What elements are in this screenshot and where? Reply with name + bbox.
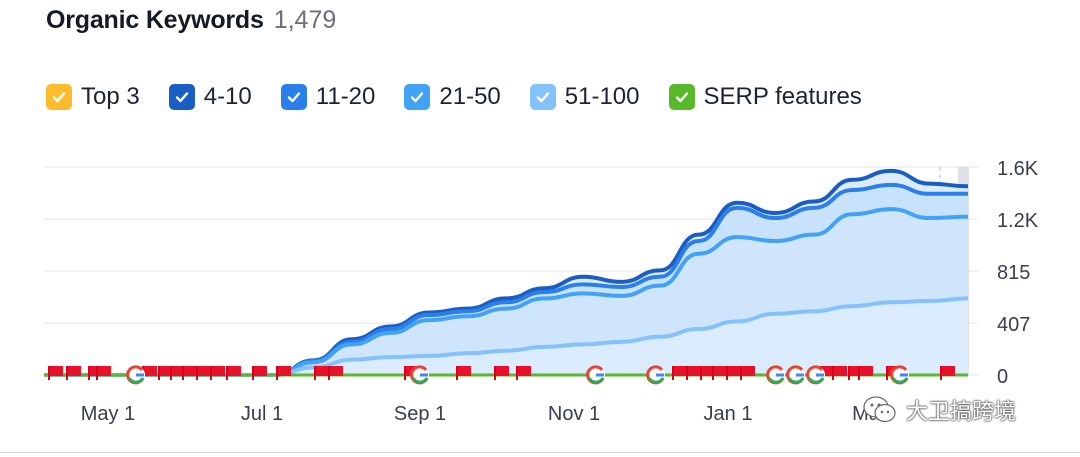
flag-marker-icon [66,366,81,380]
legend-label: 51-100 [564,83,640,110]
checkmark-icon [411,92,424,103]
flag-marker-icon [456,366,471,380]
google-update-icon [890,365,909,385]
x-tick-label: May 1 [81,403,135,425]
legend-item-4-10[interactable]: 4-10 [168,83,252,111]
x-tick-label: Jan 1 [704,403,753,425]
google-update-icon [786,365,805,385]
flag-marker-icon [832,366,847,380]
wechat-logo-icon [863,396,896,423]
flag-marker-icon [328,366,343,380]
flag-marker-icon [210,366,225,380]
legend-checkbox[interactable] [46,84,72,110]
legend-item-top-3[interactable]: Top 3 [46,83,140,111]
y-tick-label: 0 [997,366,1008,388]
y-tick-label: 1.6K [997,158,1039,180]
google-update-icon [410,365,429,385]
google-update-icon [766,365,785,385]
google-update-icon [586,365,605,385]
legend-item-21-50[interactable]: 21-50 [404,83,501,111]
flag-marker-icon [182,366,197,380]
flag-marker-icon [858,366,873,380]
legend-label: SERP features [703,83,862,110]
legend-checkbox[interactable] [280,84,307,110]
flag-marker-icon [158,366,173,380]
legend-checkbox[interactable] [529,84,556,110]
chart-header: Organic Keywords 1,479 [46,6,336,35]
flag-marker-icon [712,366,727,380]
legend-checkbox[interactable] [404,84,431,110]
watermark-text: 大卫搞跨境 [906,400,1017,425]
flag-marker-icon [516,366,531,380]
checkmark-icon [175,92,188,103]
google-update-icon [806,365,825,385]
keyword-count: 1,479 [273,6,337,34]
flag-marker-icon [196,366,211,380]
flag-marker-icon [276,366,291,380]
legend-checkbox[interactable] [168,84,195,110]
y-tick-label: 407 [997,314,1030,336]
flag-marker-icon [494,366,509,380]
flag-marker-icon [672,366,687,380]
flag-marker-icon [314,366,329,380]
legend-label: 21-50 [439,83,501,110]
flag-marker-icon [940,366,955,380]
flag-marker-icon [740,366,755,380]
legend-item-11-20[interactable]: 11-20 [280,83,376,111]
y-tick-label: 1.2K [997,210,1039,232]
legend-checkbox[interactable] [668,84,695,110]
keywords-chart: 0 407 815 1.2K 1.6K May 1 Jul 1 Sep 1 Nov 1 Jan 1… [44,158,1039,425]
legend-label: 11-20 [315,83,376,110]
y-tick-label: 815 [997,262,1030,284]
area-51-100 [44,298,968,375]
chart-title: Organic Keywords [46,6,264,34]
flag-marker-icon [170,366,185,380]
flag-marker-icon [700,366,715,380]
legend: Top 3 4-10 11-20 21-50 51-100 SERP features [46,83,891,111]
checkmark-icon [52,92,66,103]
legend-label: Top 3 [81,83,140,110]
legend-item-51-100[interactable]: 51-100 [529,83,640,111]
flag-marker-icon [226,366,241,380]
watermark: 大卫搞跨境 [862,394,1016,426]
x-tick-label: Nov 1 [548,403,600,425]
google-update-icon [126,365,145,385]
bottom-divider [0,452,1080,453]
checkmark-icon [287,92,300,103]
chart-area: 0 407 815 1.2K 1.6K May 1 Jul 1 Sep 1 Nov 1 Jan 1… [0,140,1080,440]
x-tick-label: Jul 1 [241,403,283,425]
flag-marker-icon [252,366,267,380]
flag-marker-icon [96,366,111,380]
checkmark-icon [536,92,549,103]
checkmark-icon [675,92,688,103]
flag-marker-icon [48,366,63,380]
x-tick-label: Sep 1 [394,403,446,425]
flag-marker-icon [686,366,701,380]
flag-marker-icon [726,366,741,380]
google-update-icon [646,365,665,385]
legend-item-serp-features[interactable]: SERP features [668,83,862,111]
legend-label: 4-10 [203,83,252,110]
